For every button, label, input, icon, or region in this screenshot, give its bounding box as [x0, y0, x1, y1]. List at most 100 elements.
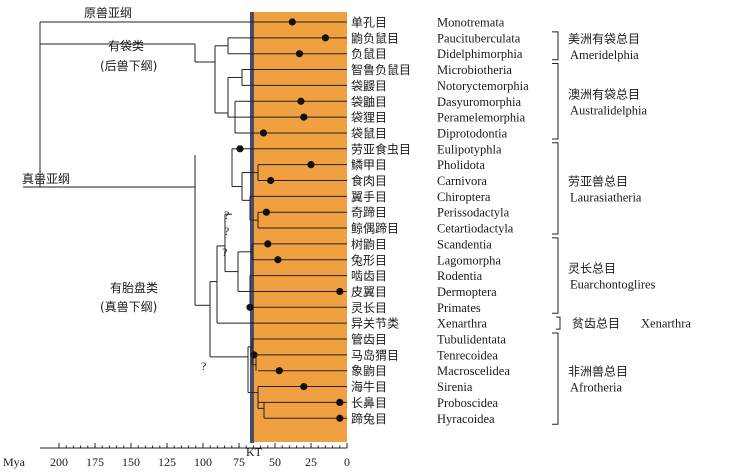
node-proboscidea	[336, 398, 344, 406]
x-tick-label: 25	[305, 455, 317, 469]
taxon-en-label: Proboscidea	[437, 396, 499, 410]
taxon-en-label: Hyracoidea	[437, 412, 495, 426]
taxon-cn-label: 蹄兔目	[351, 411, 387, 426]
taxon-cn-label: 灵长目	[351, 301, 387, 315]
node-perissodactyla	[262, 208, 270, 216]
taxon-cn-label: 马岛猬目	[351, 347, 399, 362]
x-tick-label: 0	[344, 455, 350, 469]
taxon-en-label: Didelphimorphia	[437, 47, 523, 61]
taxon-cn-label: 鳞甲目	[351, 158, 387, 172]
q-laurasiatheria-1-question-mark: ?	[224, 208, 229, 222]
group-placentals-sub-label: (真兽下纲)	[100, 300, 157, 314]
node-dermoptera	[336, 287, 344, 296]
taxon-en-label: Eulipotyphla	[437, 142, 502, 156]
superorder-bracket	[552, 63, 559, 140]
taxon-en-label: Diprotodontia	[437, 126, 508, 140]
node-peramelemorphia	[300, 113, 308, 121]
taxon-en-label: Chiroptera	[437, 190, 491, 204]
post-kt-band	[251, 12, 347, 442]
taxon-cn-label: 鲸偶蹄目	[351, 221, 399, 236]
taxon-cn-label: 袋鼠目	[351, 126, 387, 140]
node-monotremata	[288, 18, 296, 26]
tree-layer	[23, 18, 561, 425]
q-laurasiatheria-2-question-mark: ?	[224, 224, 229, 238]
taxon-en-label: Xenarthra	[437, 317, 487, 331]
taxon-en-label: Peramelemorphia	[437, 111, 526, 125]
superorder-bracket	[552, 237, 559, 314]
kt-label: KT	[246, 445, 263, 459]
superorder-en-label: Afrotheria	[570, 381, 623, 395]
taxon-cn-label: 树鼩目	[351, 236, 387, 251]
taxon-en-label: Sirenia	[437, 380, 473, 394]
superorder-bracket	[552, 142, 559, 235]
taxon-en-label: Macroscelidea	[437, 364, 510, 378]
node-scandentia	[264, 240, 272, 248]
group-prototheria-label: 原兽亚纲	[84, 6, 132, 20]
superorder-bracket	[556, 316, 561, 330]
x-tick-label: 100	[194, 455, 212, 469]
superorder-en-label: Euarchontoglires	[570, 278, 656, 292]
x-tick-label: 125	[158, 455, 176, 469]
taxon-cn-label: 单孔目	[351, 16, 387, 30]
taxon-cn-label: 管齿目	[351, 332, 387, 347]
taxon-cn-label: 奇蹄目	[351, 205, 387, 220]
node-paucituberculata	[321, 34, 329, 42]
taxon-en-label: Carnivora	[437, 174, 487, 188]
q-euarchontoglires-question-mark: ?	[222, 245, 227, 259]
taxon-en-label: Lagomorpha	[437, 253, 501, 267]
taxon-cn-label: 啮齿目	[351, 269, 387, 283]
taxon-en-label: Tubulidentata	[437, 333, 506, 347]
superorder-cn-label: 澳洲有袋总目	[568, 87, 640, 101]
taxon-en-label: Perissodactyla	[437, 206, 510, 220]
node-didelphimorphia	[295, 50, 304, 58]
taxon-cn-label: 异关节类	[351, 317, 399, 331]
superorder-en-label: Australidelphia	[570, 103, 648, 117]
node-hyracoidea	[336, 414, 344, 422]
node-diprotodontia	[259, 129, 268, 137]
superorder-cn-label: 贫齿总目	[572, 316, 620, 331]
taxon-en-label: Dasyuromorphia	[437, 95, 521, 109]
x-tick-label: 50	[269, 455, 281, 469]
superorder-en-label: Ameridelphia	[570, 48, 639, 62]
x-tick-label: 75	[233, 455, 245, 469]
taxon-en-label: Notoryctemorphia	[437, 79, 529, 93]
taxon-en-label: Paucituberculata	[437, 31, 521, 45]
taxon-en-label: Rodentia	[437, 269, 483, 283]
superorder-cn-label: 非洲兽总目	[568, 365, 628, 379]
group-placentals-label: 有胎盘类	[110, 280, 158, 295]
band-layer	[249, 12, 347, 443]
taxon-en-label: Scandentia	[437, 237, 492, 251]
superorder-cn-label: 劳亚兽总目	[568, 174, 628, 188]
taxon-cn-label: 皮翼目	[351, 285, 387, 299]
taxon-en-label: Microbiotheria	[437, 63, 512, 77]
taxon-cn-label: 翼手目	[351, 190, 387, 204]
taxon-cn-label: 长鼻目	[351, 395, 387, 410]
taxon-en-label: Monotremata	[437, 16, 505, 30]
taxon-cn-label: 海牛目	[351, 379, 387, 394]
taxon-en-label: Tenrecoidea	[437, 348, 498, 362]
taxon-cn-label: 袋鼬目	[351, 94, 387, 109]
node-macroscelidea	[275, 367, 283, 375]
node-lagomorpha	[274, 256, 282, 264]
node-pholidota	[307, 161, 315, 169]
taxon-en-label: Primates	[437, 301, 481, 315]
taxon-cn-label: 象鼩目	[351, 363, 387, 378]
taxon-en-label: Dermoptera	[437, 285, 497, 299]
taxon-cn-label: 袋狸目	[351, 111, 387, 125]
axis-label: Mya	[3, 455, 26, 469]
superorder-cn-label: 灵长总目	[568, 262, 616, 276]
node-sirenia	[300, 382, 308, 391]
taxon-cn-label: 负鼠目	[351, 47, 387, 61]
taxon-cn-label: 智鲁负鼠目	[351, 62, 411, 77]
taxon-cn-label: 袋鼹目	[351, 79, 387, 93]
group-marsupials-sub-label: (后兽下纲)	[100, 59, 157, 73]
taxon-cn-label: 鼩负鼠目	[351, 30, 399, 45]
node-carnivora	[267, 176, 275, 185]
superorder-bracket	[552, 31, 559, 61]
x-tick-label: 200	[50, 455, 68, 469]
superorder-cn-label: 美洲有袋总目	[568, 32, 640, 46]
taxon-en-label: Cetartiodactyla	[437, 222, 514, 236]
taxon-cn-label: 兔形目	[351, 252, 387, 267]
